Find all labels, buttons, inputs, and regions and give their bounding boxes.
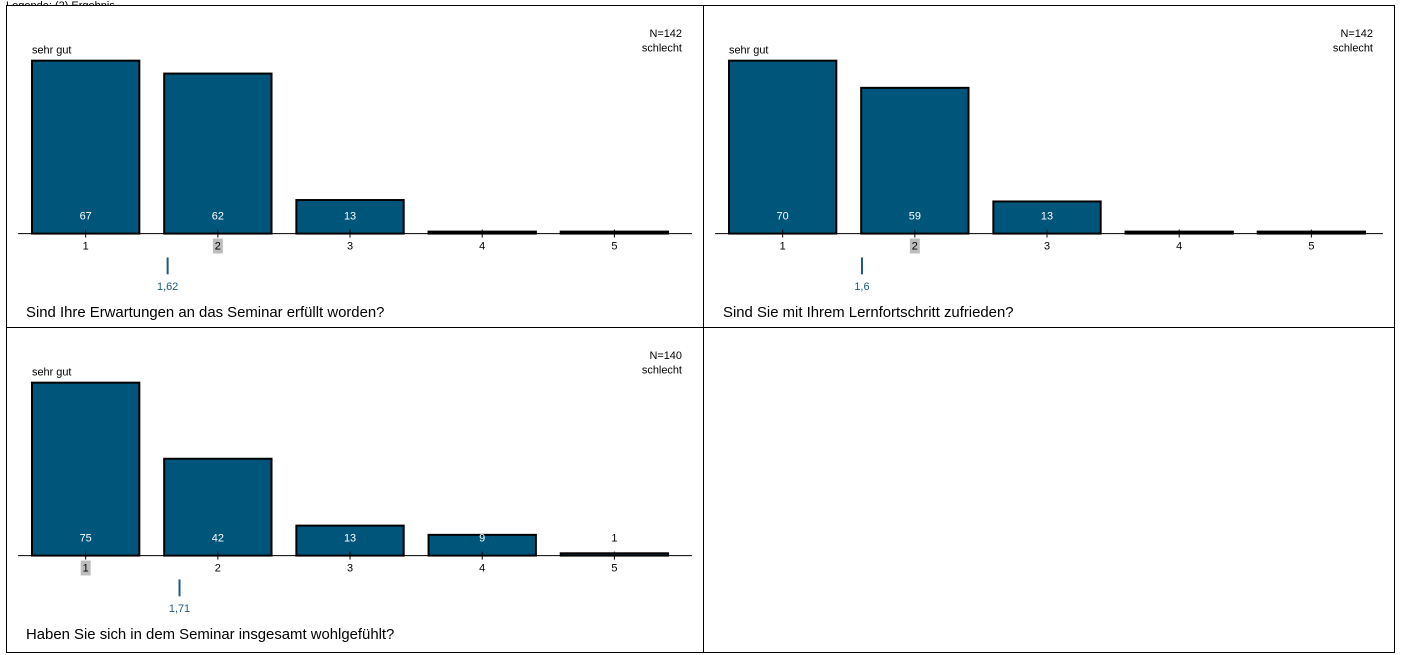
tick-label-2: 2 xyxy=(912,240,918,252)
n-count-label: N=140 xyxy=(649,350,682,362)
question-text: Haben Sie sich in dem Seminar insgesamt … xyxy=(26,627,394,643)
chart-panel-2: N=142 sehr gut schlecht 70 59 13 1 2 3 4 5 1,6 Sind … xyxy=(703,5,1395,328)
scale-right-label: schlecht xyxy=(642,43,682,55)
tick-label-1: 1 xyxy=(83,562,89,574)
data-label-1: 75 xyxy=(80,533,92,545)
median-highlight xyxy=(80,560,91,576)
n-count-label: N=142 xyxy=(649,28,682,40)
tick-label-2: 2 xyxy=(215,240,221,252)
bar-3 xyxy=(992,200,1102,235)
scale-left-label: sehr gut xyxy=(729,45,768,57)
mean-label: 1,6 xyxy=(854,281,869,293)
data-label-2: 59 xyxy=(909,211,921,223)
mean-label: 1,62 xyxy=(157,281,178,293)
question-text: Sind Ihre Erwartungen an das Seminar erf… xyxy=(26,305,384,321)
tick-label-3: 3 xyxy=(347,240,353,252)
bar-2 xyxy=(163,72,273,235)
bar-3 xyxy=(295,199,405,235)
tick-label-3: 3 xyxy=(1044,240,1050,252)
median-highlight xyxy=(909,238,920,254)
tick-label-4: 4 xyxy=(479,562,485,574)
data-label-3: 13 xyxy=(1041,211,1053,223)
data-label-1: 70 xyxy=(777,211,789,223)
data-label-3: 13 xyxy=(344,211,356,223)
bar-1 xyxy=(728,59,838,235)
chart-svg-2: N=142 sehr gut schlecht 70 59 13 1 2 3 4 5 1,6 Sind … xyxy=(715,28,1383,321)
tick-label-1: 1 xyxy=(780,240,786,252)
data-label-1: 67 xyxy=(80,211,92,223)
data-label-4: 9 xyxy=(479,533,485,545)
bar-2 xyxy=(163,457,273,557)
median-highlight xyxy=(212,238,223,254)
empty-panel xyxy=(703,327,1395,653)
tick-label-5: 5 xyxy=(611,240,617,252)
scale-left-label: sehr gut xyxy=(32,45,71,57)
tick-label-4: 4 xyxy=(479,240,485,252)
scale-left-label: sehr gut xyxy=(32,367,71,379)
chart-svg-1: N=142 sehr gut schlecht 67 62 13 1 2 3 4 5 1,62 Sind… xyxy=(18,28,692,321)
chart-panel-3: N=140 sehr gut schlecht 75 42 13 9 1 1 2 3 4 5 1,71 Ha… xyxy=(6,327,704,653)
scale-right-label: schlecht xyxy=(642,365,682,377)
data-label-2: 62 xyxy=(212,211,224,223)
n-count-label: N=142 xyxy=(1340,28,1373,40)
mean-label: 1,71 xyxy=(169,603,190,615)
scale-right-label: schlecht xyxy=(1333,43,1373,55)
tick-label-2: 2 xyxy=(215,562,221,574)
data-label-3: 13 xyxy=(344,533,356,545)
bar-1 xyxy=(31,59,141,235)
tick-label-4: 4 xyxy=(1176,240,1182,252)
data-label-2: 42 xyxy=(212,533,224,545)
tick-label-5: 5 xyxy=(611,562,617,574)
charts-grid: N=142 sehr gut schlecht 67 62 13 1 2 3 4 5 1,62 Sind… xyxy=(6,5,1395,653)
data-label-5: 1 xyxy=(611,533,617,545)
tick-label-3: 3 xyxy=(347,562,353,574)
chart-panel-1: N=142 sehr gut schlecht 67 62 13 1 2 3 4 5 1,62 Sind… xyxy=(6,5,704,328)
bar-2 xyxy=(860,86,970,235)
question-text: Sind Sie mit Ihrem Lernfortschritt zufri… xyxy=(723,305,1014,321)
bar-1 xyxy=(31,381,141,557)
tick-label-5: 5 xyxy=(1308,240,1314,252)
chart-svg-3: N=140 sehr gut schlecht 75 42 13 9 1 1 2 3 4 5 1,71 Ha… xyxy=(18,350,692,643)
tick-label-1: 1 xyxy=(83,240,89,252)
